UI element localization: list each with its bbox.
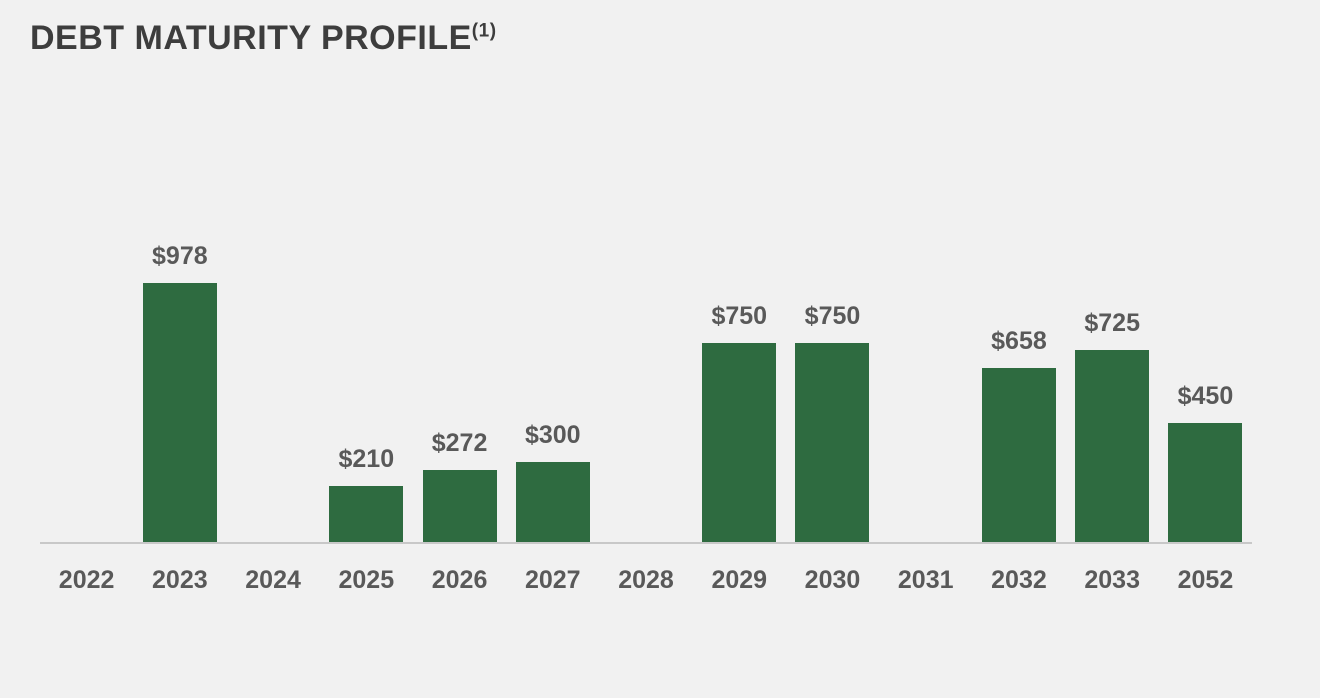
x-axis-labels: 2022 2023 2024 2025 2026 2027 2028 2029 2030 2031… bbox=[40, 566, 1252, 595]
bar-column-2033: $725 bbox=[1066, 182, 1159, 542]
bar-value-label-2032: $658 bbox=[991, 327, 1047, 355]
bar-value-label-2033: $725 bbox=[1084, 309, 1140, 337]
plot-area: $978 $210 $272 $300 $750 $750 $658 $725 $450 bbox=[40, 182, 1252, 542]
bar-value-label-2025: $210 bbox=[338, 445, 395, 473]
bar-column-2025: $210 bbox=[320, 182, 413, 542]
chart-title-text: DEBT MATURITY PROFILE bbox=[30, 19, 472, 57]
x-tick-label-2032: 2032 bbox=[991, 566, 1047, 594]
bar-value-label-2030: $750 bbox=[804, 302, 861, 330]
bar-value-label-2027: $300 bbox=[524, 421, 581, 449]
bar-2052 bbox=[1168, 423, 1243, 542]
bar-2023 bbox=[142, 283, 217, 542]
chart-title-footnote-marker: (1) bbox=[471, 20, 497, 42]
bar-2026 bbox=[422, 470, 497, 542]
bar-2025 bbox=[329, 486, 404, 542]
debt-maturity-chart: $978 $210 $272 $300 $750 $750 $658 $725 $450 202… bbox=[40, 182, 1252, 595]
bar-2032 bbox=[981, 368, 1056, 542]
bar-column-2030: $750 bbox=[786, 182, 879, 542]
x-tick-label-2030: 2030 bbox=[804, 566, 861, 594]
bar-column-2029: $750 bbox=[693, 182, 786, 542]
x-tick-label-2025: 2025 bbox=[338, 566, 395, 594]
x-tick-label-2027: 2027 bbox=[524, 566, 581, 594]
x-tick-label-2028: 2028 bbox=[618, 566, 674, 594]
bar-value-label-2029: $750 bbox=[711, 302, 768, 330]
x-tick-label-2033: 2033 bbox=[1084, 566, 1140, 594]
x-tick-label-2024: 2024 bbox=[245, 566, 301, 594]
bar-column-2031 bbox=[879, 182, 972, 542]
bar-2027 bbox=[515, 462, 590, 542]
x-axis-line bbox=[40, 542, 1252, 544]
bar-column-2024 bbox=[226, 182, 319, 542]
bar-value-label-2026: $272 bbox=[431, 429, 488, 457]
bar-value-label-2052: $450 bbox=[1177, 382, 1234, 410]
x-tick-label-2029: 2029 bbox=[711, 566, 768, 594]
bar-column-2026: $272 bbox=[413, 182, 506, 542]
bar-column-2027: $300 bbox=[506, 182, 599, 542]
x-tick-label-2023: 2023 bbox=[152, 566, 208, 594]
bar-2033 bbox=[1075, 350, 1150, 542]
bar-column-2028 bbox=[599, 182, 692, 542]
bar-column-2022 bbox=[40, 182, 133, 542]
bar-column-2032: $658 bbox=[972, 182, 1065, 542]
x-tick-label-2026: 2026 bbox=[431, 566, 488, 594]
x-tick-label-2052: 2052 bbox=[1177, 566, 1234, 594]
chart-title: DEBT MATURITY PROFILE(1) bbox=[30, 18, 497, 59]
bar-2030 bbox=[795, 343, 870, 542]
bar-2029 bbox=[702, 343, 777, 542]
bar-value-label-2023: $978 bbox=[152, 242, 208, 270]
bar-column-2052: $450 bbox=[1159, 182, 1252, 542]
x-tick-label-2022: 2022 bbox=[58, 566, 115, 594]
x-tick-label-2031: 2031 bbox=[897, 566, 954, 594]
bar-column-2023: $978 bbox=[133, 182, 226, 542]
